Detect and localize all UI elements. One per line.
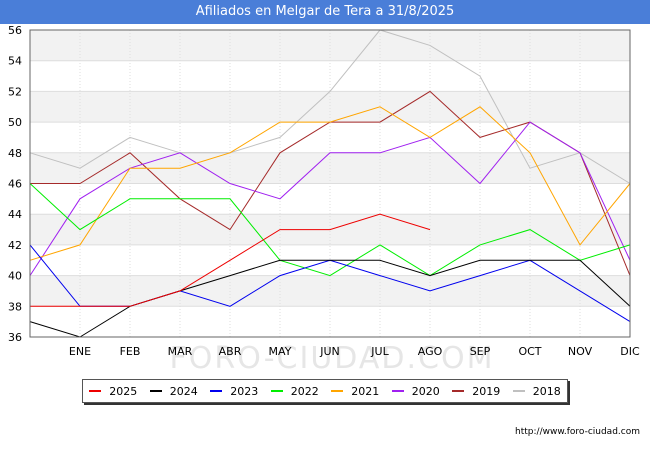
- legend-label: 2020: [411, 384, 440, 398]
- x-tick-label: AGO: [418, 345, 443, 358]
- y-tick-label: 56: [8, 24, 22, 37]
- legend-label: 2024: [169, 384, 198, 398]
- grid-band: [30, 275, 630, 307]
- legend-item-2020: 2020: [391, 384, 440, 398]
- x-tick-label: JUL: [370, 345, 389, 358]
- legend-item-2023: 2023: [210, 385, 258, 398]
- legend-label: 2025: [109, 384, 138, 398]
- series-lines: [29, 29, 631, 338]
- x-tick-label: ABR: [219, 345, 242, 358]
- legend-label: 2021: [351, 384, 380, 398]
- legend-swatch: [391, 390, 404, 392]
- legend-swatch: [331, 390, 344, 392]
- x-tick-label: JUN: [319, 345, 340, 358]
- y-tick-label: 38: [8, 300, 22, 313]
- y-tick-label: 54: [8, 55, 22, 68]
- x-tick-label: MAR: [168, 345, 193, 358]
- legend-label: 2018: [532, 384, 561, 398]
- legend-label: 2022: [290, 384, 319, 398]
- y-tick-label: 42: [8, 239, 22, 252]
- legend-swatch: [452, 390, 465, 392]
- legend-item-2019: 2019: [452, 385, 500, 398]
- legend-item-2021: 2021: [331, 385, 379, 398]
- x-tick-label: SEP: [470, 345, 491, 358]
- y-tick-label: 48: [8, 147, 22, 160]
- x-tick-label: FEB: [120, 345, 141, 358]
- x-tick-label: MAY: [269, 345, 292, 358]
- x-tick-label: NOV: [568, 345, 593, 358]
- legend-swatch: [149, 390, 162, 392]
- x-tick-label: DIC: [620, 345, 640, 358]
- chart-title: Afiliados en Melgar de Tera a 31/8/2025: [0, 0, 650, 24]
- series-line-2021: [29, 106, 631, 261]
- legend-label: 2019: [472, 384, 501, 398]
- y-tick-label: 52: [8, 85, 22, 98]
- legend-item-2025: 2025: [89, 385, 137, 398]
- series-line-2025: [30, 213, 431, 307]
- footer-url[interactable]: http://www.foro-ciudad.com: [515, 427, 640, 437]
- y-tick-label: 40: [8, 270, 22, 283]
- y-tick-label: 36: [8, 331, 22, 344]
- legend-swatch: [270, 390, 283, 392]
- y-tick-label: 46: [8, 178, 22, 191]
- legend-swatch: [89, 390, 102, 392]
- watermark-text: FORO-CIUDAD.COM: [170, 341, 495, 376]
- y-tick-label: 50: [8, 116, 22, 129]
- y-tick-label: 44: [8, 208, 22, 221]
- legend-swatch: [512, 390, 525, 392]
- legend: 2025 2024 2023 2022 2021 2020 2019 2018: [82, 379, 568, 403]
- x-axis-ticks: ENE FEB MAR ABR MAY JUN JUL AGO SEP OCT NOV DIC: [69, 345, 640, 358]
- legend-item-2018: 2018: [512, 384, 561, 398]
- legend-label: 2023: [230, 384, 259, 398]
- legend-swatch: [210, 390, 223, 392]
- plot-frame: [29, 29, 631, 338]
- y-axis-ticks: 36 38 40 42 44 46 48 50 52 54 56: [8, 24, 22, 344]
- x-tick-label: ENE: [69, 345, 91, 358]
- series-line-2022: [29, 183, 631, 277]
- series-line-2018: [29, 29, 631, 184]
- x-tick-label: OCT: [518, 345, 541, 358]
- legend-item-2022: 2022: [270, 384, 319, 398]
- legend-item-2024: 2024: [149, 384, 198, 398]
